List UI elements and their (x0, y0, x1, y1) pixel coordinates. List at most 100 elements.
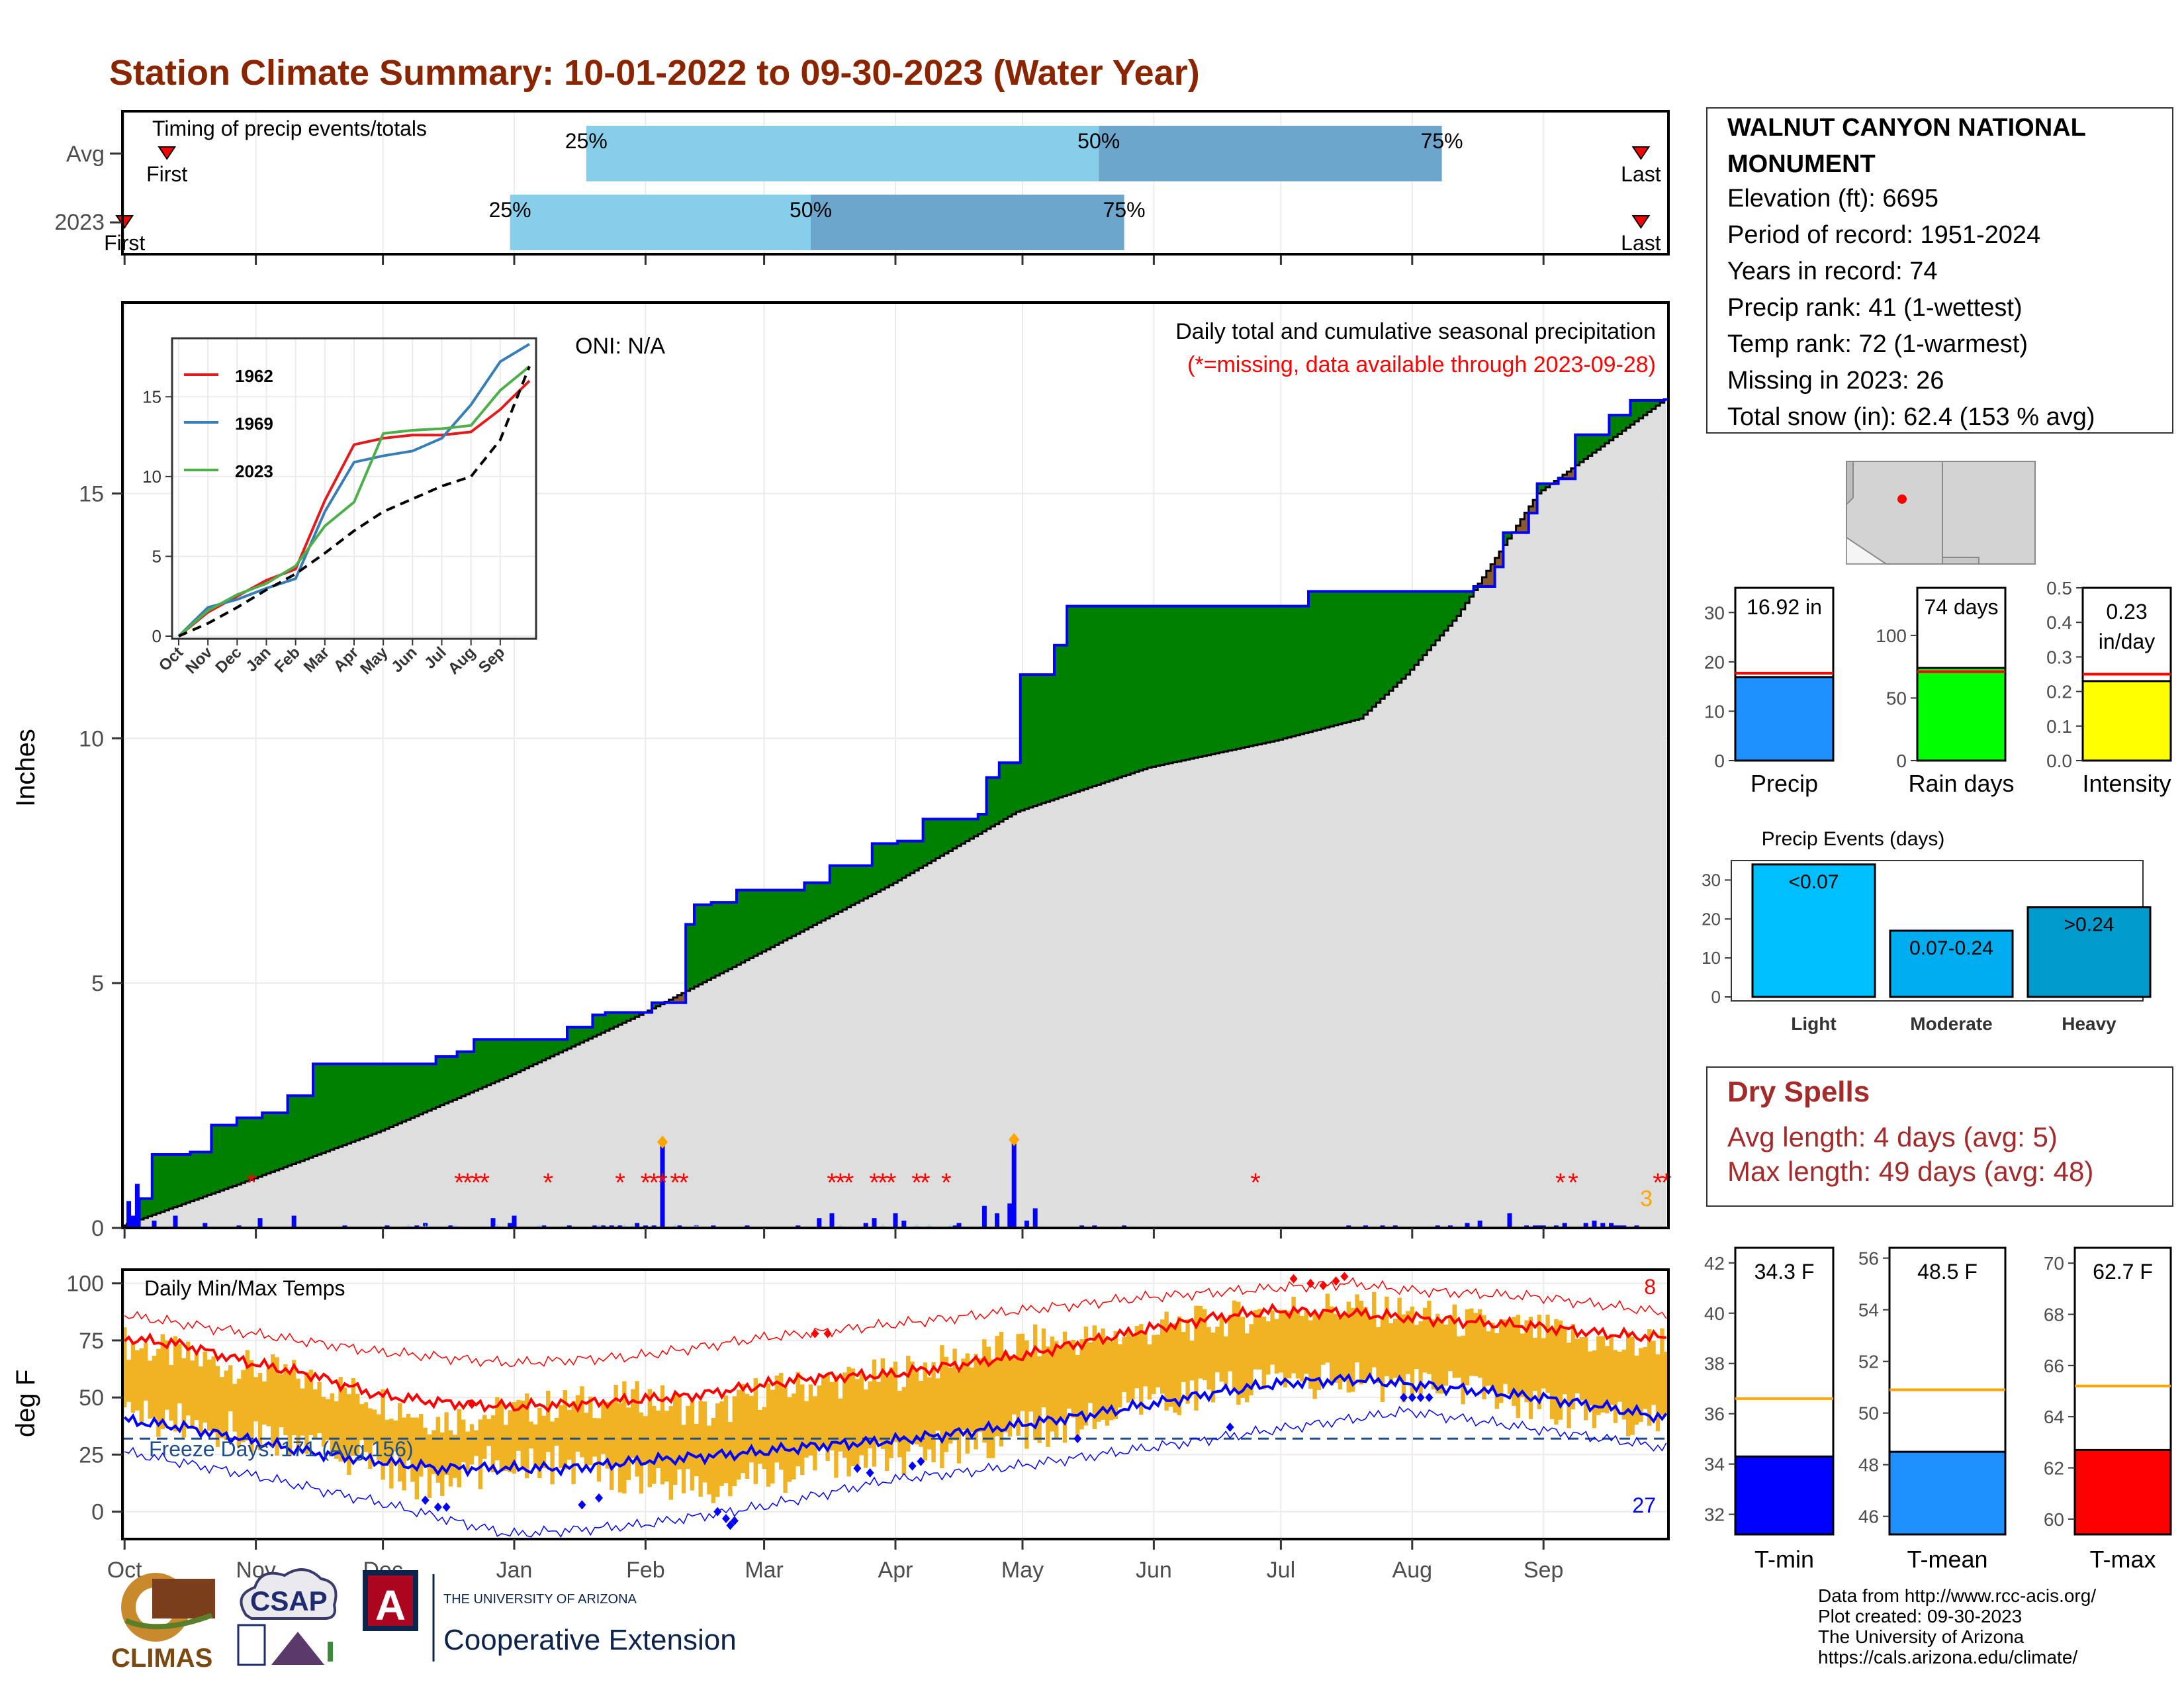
timing-row-avg: Avg (66, 142, 105, 167)
missing-day-marker: * (886, 1168, 897, 1197)
temp-bar-ytick-label: 34 (1704, 1454, 1725, 1475)
daily-precip-bar (829, 1213, 835, 1228)
cold-record-count: 27 (1632, 1493, 1656, 1517)
missing-day-marker: * (911, 1168, 922, 1197)
events-ytick-label: 0 (1711, 987, 1721, 1007)
precip-missing-note: (*=missing, data available through 2023-… (1187, 352, 1656, 377)
record-high-marker (811, 1329, 819, 1338)
record-low-marker (917, 1456, 925, 1466)
daily-precip-bar (134, 1184, 140, 1228)
temp-ytick-label-1: 25 (79, 1442, 104, 1468)
missing-day-marker: * (1661, 1168, 1672, 1197)
university-of-arizona-logo[interactable]: A THE UNIVERSITY OF ARIZONA Cooperative … (363, 1570, 737, 1662)
snow-day-marker: * (621, 1221, 627, 1238)
temp-bar-value-label: 48.5 F (1917, 1260, 1978, 1284)
daily-precip-bar (508, 1223, 513, 1228)
precip-ytick-label-0: 0 (91, 1216, 104, 1241)
summary-bar-ytick-label: 30 (1704, 602, 1725, 623)
temp-bar-ytick-label: 54 (1858, 1300, 1879, 1321)
snow-day-marker: * (596, 1221, 602, 1238)
summary-bar-value (1734, 676, 1835, 762)
missing-day-marker: * (657, 1168, 668, 1197)
timing-first-label-avg: First (146, 162, 187, 186)
record-low-marker (421, 1495, 430, 1505)
daily-precip-bar (901, 1220, 907, 1228)
temp-axes: 0 25 50 75 100 (66, 1272, 1545, 1550)
average-min-line (123, 1372, 1668, 1477)
station-location-dot (1897, 494, 1907, 504)
summary-bar-value (1916, 667, 2007, 762)
summary-bar-ytick-label: 10 (1704, 701, 1725, 722)
inset-line-average (178, 365, 531, 637)
record-low-marker (1073, 1434, 1082, 1444)
summary-bar-ytick-label: 100 (1876, 626, 1907, 646)
timing-last-label-avg: Last (1621, 162, 1661, 186)
daily-precip-peak-marker (1009, 1133, 1020, 1147)
csap-logo[interactable]: CSAP (237, 1568, 338, 1666)
event-bar-label-light: <0.07 (1789, 871, 1839, 893)
month-label-May: May (1001, 1558, 1044, 1583)
dry-spells-box: Dry Spells Avg length: 4 days (avg: 5) M… (1706, 1066, 2173, 1207)
station-temp-rank: Temp rank: 72 (1-warmest) (1727, 330, 2028, 358)
temp-ytick-label-0: 0 (91, 1500, 104, 1525)
missing-day-marker: * (941, 1168, 952, 1197)
snow-day-marker: * (494, 1221, 500, 1238)
climas-logo[interactable]: CLIMAS (111, 1573, 215, 1673)
summary-bar-label: Intensity (2082, 770, 2171, 797)
record-high-line (124, 1277, 1667, 1368)
snow-day-marker: * (422, 1221, 428, 1238)
freeze-days-label: Freeze Days: 171 (Avg 156) (149, 1437, 414, 1461)
events-plot: 0 10 20 30 <0.07 Light 0.07-0.24 Moderate >0.24 H… (1702, 863, 2152, 1034)
legend-label-1962: 1962 (235, 366, 273, 386)
missing-day-marker: * (1250, 1168, 1261, 1197)
map-california (1846, 461, 1854, 506)
station-years: Years in record: 74 (1727, 258, 1938, 285)
snow-day-marker: * (406, 1221, 412, 1238)
record-high-marker (1289, 1274, 1298, 1284)
summary-bar-chart-intensity: 0.0 0.1 0.2 0.3 0.4 0.5 0.23 in/day Intensity (2046, 578, 2172, 797)
locator-map (1846, 461, 2036, 565)
event-bar-moderate (1889, 929, 2014, 998)
daily-precip-bar (1465, 1223, 1470, 1228)
temp-bar-ytick-label: 62 (2044, 1458, 2064, 1478)
precip-axes: 0 5 10 15 (79, 481, 1545, 1241)
month-label-Jul: Jul (1267, 1558, 1295, 1583)
normal-cumulative-area (124, 399, 1666, 1228)
snow-day-marker: * (838, 1221, 844, 1238)
timing-pct-avg-0: 25% (565, 129, 608, 153)
temp-bar-chart-t-max: 60 62 64 66 68 70 62.7 F T-max (2044, 1246, 2172, 1573)
inset-ytick-label-1: 5 (152, 546, 161, 566)
snow-day-marker: * (630, 1221, 636, 1238)
events-ytick-label: 20 (1702, 909, 1721, 929)
timing-last-marker-avg (1631, 146, 1651, 160)
timing-panel: 25% 50% 75% First Last 25% 50% 75% First Last Tim… (54, 110, 1670, 265)
dry-spells-frame (1706, 1066, 2173, 1207)
temp-bar-ytick-label: 42 (1704, 1253, 1725, 1274)
summary-bar-ytick-label: 0.1 (2046, 716, 2072, 737)
missing-day-marker: * (678, 1168, 689, 1197)
missing-day-marker: * (463, 1168, 473, 1197)
temp-bar-value (1734, 1455, 1835, 1536)
missing-day-marker: * (869, 1168, 880, 1197)
record-low-marker (726, 1521, 735, 1530)
record-high-marker (1306, 1278, 1315, 1288)
daily-precip-bar (1011, 1142, 1017, 1228)
daily-precip-bar (1600, 1223, 1606, 1228)
temp-bar-ytick-label: 66 (2044, 1356, 2064, 1376)
csap-cloud-icon (240, 1568, 338, 1620)
timing-last-label-2023: Last (1621, 231, 1661, 255)
station-info-frame (1706, 107, 2173, 434)
missing-day-marker: * (1568, 1168, 1578, 1197)
record-low-marker (442, 1502, 451, 1512)
daily-precip-bar (1562, 1223, 1567, 1228)
snow-day-marker: * (927, 1221, 933, 1238)
temp-bar-ytick-label: 36 (1704, 1404, 1725, 1425)
timing-bar-avg-q50-q75 (1099, 126, 1442, 181)
inset-ytick-label-3: 15 (142, 387, 161, 406)
record-low-marker (595, 1493, 603, 1503)
footer-credits: Data from http://www.rcc-acis.org/ Plot … (1818, 1585, 2096, 1667)
missing-day-marker: * (670, 1168, 680, 1197)
